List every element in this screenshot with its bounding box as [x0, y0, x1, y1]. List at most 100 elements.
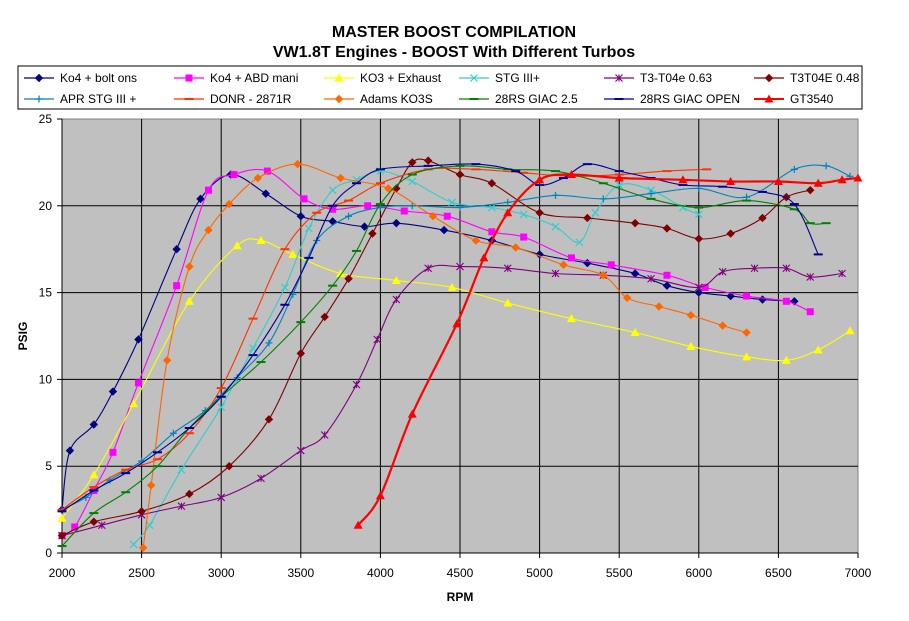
data-point	[519, 210, 528, 219]
data-point	[456, 204, 464, 212]
data-point	[806, 308, 814, 316]
data-point	[97, 521, 106, 530]
data-point	[232, 241, 242, 250]
legend-label: Adams KO3S	[360, 92, 433, 106]
legend-item: Ko4 + ABD mani	[174, 71, 298, 85]
data-point	[599, 271, 608, 280]
legend-marker	[764, 73, 774, 83]
x-tick-label: 3000	[208, 566, 235, 580]
data-point	[781, 355, 791, 364]
data-point	[162, 356, 172, 365]
data-point	[750, 264, 759, 273]
data-point	[423, 156, 433, 165]
legend-item: GT3540	[754, 92, 834, 106]
legend-marker	[334, 73, 344, 82]
y-tick-label: 15	[39, 286, 53, 300]
data-point	[701, 283, 709, 291]
legend-label: APR STG III +	[60, 92, 136, 106]
data-point	[345, 212, 353, 220]
data-point	[336, 269, 346, 278]
series-11	[353, 170, 863, 529]
data-point	[71, 523, 79, 531]
series-10	[57, 163, 823, 513]
legend-label: T3T04E 0.48	[790, 71, 860, 85]
series-line	[142, 163, 747, 548]
data-point	[678, 175, 688, 184]
data-point	[599, 195, 607, 203]
axis-tick-labels: 2000 2500 3000 3500 4000 4500 5000 5500 6000 6500…	[39, 112, 872, 580]
data-point	[184, 296, 194, 305]
x-tick-label: 4500	[447, 566, 474, 580]
data-point	[196, 194, 205, 204]
data-point	[806, 273, 815, 281]
data-point	[224, 199, 234, 209]
data-point	[742, 352, 752, 361]
data-point	[559, 260, 568, 270]
data-point	[535, 175, 545, 184]
legend-label: GT3540	[790, 92, 834, 106]
legend-marker	[764, 94, 774, 103]
x-tick-label: 6000	[685, 566, 712, 580]
legend-label: DONR - 2871R	[210, 92, 292, 106]
data-point	[304, 224, 313, 233]
data-point	[535, 208, 544, 217]
data-point	[134, 379, 142, 387]
data-point	[329, 205, 337, 213]
data-point	[320, 431, 329, 439]
legend-item: Adams KO3S	[324, 92, 433, 106]
legend-item: Ko4 + bolt ons	[24, 71, 137, 85]
series-5	[57, 156, 815, 540]
legend-item: STG III+	[459, 71, 540, 85]
data-point	[352, 380, 361, 389]
data-point	[328, 186, 337, 195]
legend-marker	[615, 74, 623, 82]
data-point	[647, 274, 655, 283]
data-point	[503, 264, 512, 273]
data-point	[217, 493, 226, 502]
data-point	[336, 173, 345, 183]
series-line	[133, 170, 700, 545]
y-tick-label: 25	[39, 112, 53, 126]
legend-label: Ko4 + ABD mani	[210, 71, 298, 85]
series-6	[58, 162, 854, 514]
legend-item: DONR - 2871R	[174, 92, 292, 106]
data-point	[428, 212, 438, 221]
data-point	[392, 218, 401, 228]
data-point	[566, 314, 576, 323]
data-point	[172, 244, 181, 254]
data-point	[686, 341, 696, 350]
legend-item: APR STG III +	[24, 92, 136, 106]
data-point	[89, 470, 99, 479]
data-point	[257, 474, 265, 483]
legend-marker	[470, 74, 478, 82]
data-point	[173, 282, 181, 290]
legend-box	[17, 65, 863, 110]
data-point	[230, 171, 238, 179]
data-point	[169, 429, 177, 437]
data-point	[65, 446, 75, 455]
x-tick-label: 5500	[606, 566, 633, 580]
data-point	[320, 312, 329, 322]
data-point	[447, 282, 457, 291]
legend-item: T3T04E 0.48	[754, 71, 860, 85]
y-axis-title: PSIG	[16, 322, 30, 351]
data-point	[293, 159, 302, 169]
data-point	[504, 198, 512, 206]
y-tick-label: 0	[45, 546, 52, 560]
x-tick-label: 5000	[526, 566, 553, 580]
data-point	[443, 212, 451, 220]
data-point	[773, 176, 783, 185]
data-point	[694, 288, 704, 297]
data-point	[408, 202, 416, 210]
data-point	[296, 349, 306, 358]
data-point	[177, 465, 186, 474]
data-point	[845, 326, 855, 335]
data-point	[726, 176, 736, 185]
data-point	[758, 213, 767, 223]
data-point	[718, 321, 727, 330]
data-point	[567, 254, 575, 262]
data-point	[566, 170, 576, 179]
data-point	[456, 262, 464, 271]
data-point	[261, 189, 270, 198]
data-point	[185, 262, 194, 271]
